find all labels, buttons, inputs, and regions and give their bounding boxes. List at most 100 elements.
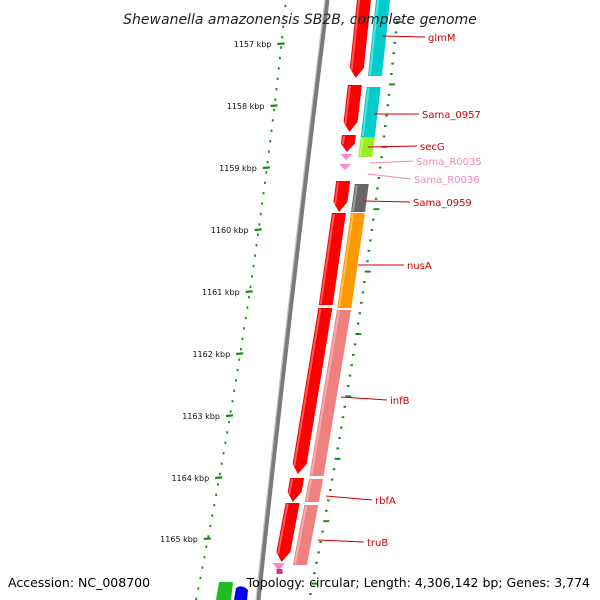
leader-line-rbfa	[325, 495, 373, 501]
cog-track	[216, 0, 390, 600]
ruler-tick-label: 1161 kbp	[202, 288, 240, 297]
ruler-dot	[209, 524, 212, 528]
ruler-dot	[217, 483, 219, 486]
ruler-dot	[235, 379, 237, 382]
ruler-dot	[203, 556, 206, 559]
ruler-dot	[273, 108, 275, 112]
ruler-dot	[211, 514, 214, 517]
ruler-dot	[270, 129, 273, 132]
ruler-dot	[262, 192, 265, 195]
ruler-dot	[246, 306, 249, 309]
ruler-dot	[251, 275, 253, 278]
ruler-tick	[277, 42, 285, 46]
rna-marker-2	[338, 164, 351, 170]
ruler-dot	[280, 46, 282, 49]
ruler-tick	[225, 414, 234, 418]
ruler-dot	[266, 160, 269, 164]
ruler-dot	[244, 316, 247, 320]
rbfA-cds	[287, 478, 305, 502]
ruler-dot	[228, 420, 230, 424]
gene-label-trub: truB	[367, 538, 388, 549]
ruler-dot	[213, 504, 216, 507]
ruler-dot	[249, 285, 252, 288]
ruler-dot	[255, 244, 258, 247]
ruler-dot	[233, 389, 236, 392]
ruler-tick-label: 1157 kbp	[234, 40, 272, 49]
ruler-dot	[238, 358, 241, 361]
cog-nusA-shine	[338, 213, 354, 308]
ruler-dot	[269, 140, 272, 143]
ruler-dot	[236, 368, 239, 372]
ruler-dot	[248, 296, 250, 299]
nusA-cds-shine	[319, 213, 335, 305]
ruler-tick	[270, 104, 278, 108]
gene-label-sama_0959: Sama_0959	[413, 198, 472, 209]
ruler-dot	[259, 212, 262, 216]
rna-marker-1	[340, 154, 353, 160]
ruler-tick-label: 1163 kbp	[182, 412, 220, 421]
glmM-cds-shine	[350, 0, 361, 71]
rna-marker-4	[276, 569, 283, 574]
nusA-cds	[318, 213, 346, 305]
ruler-dot	[215, 493, 218, 496]
ruler-dot	[241, 337, 244, 340]
ruler-dot	[252, 264, 255, 268]
sama0959-cds	[333, 181, 351, 212]
ruler-tick	[254, 228, 262, 232]
sama0957-cds-shine	[344, 85, 351, 125]
cog-bottom-green	[216, 582, 233, 600]
cog-infB	[309, 310, 351, 476]
cog-secG-shine	[359, 137, 364, 157]
sama0957-cds	[343, 85, 362, 132]
cog-sama0959-shine	[352, 184, 358, 212]
ruler-tick	[236, 352, 244, 356]
cog-rbfA-shine	[305, 479, 312, 502]
ruler-dot	[240, 348, 242, 351]
ruler-dot	[229, 410, 232, 413]
ruler-dot	[257, 233, 259, 236]
ruler-dot	[279, 56, 281, 60]
ruler-tick	[215, 476, 223, 480]
cog-bottom-blue	[234, 586, 248, 600]
kbp-ruler: 1157 kbp 1158 kbp 1159 kbp 1160 kbp 1161 kbp…	[160, 4, 402, 600]
ruler-dot	[275, 88, 278, 91]
gene-label-nusa: nusA	[407, 261, 432, 272]
leader-line-secg	[367, 145, 418, 148]
ruler-dot	[276, 77, 279, 80]
ruler-dot	[254, 254, 256, 257]
ruler-dot	[199, 576, 202, 580]
ruler-dot	[243, 327, 246, 330]
ruler-dot	[284, 4, 287, 8]
leader-line-sama_0959	[363, 200, 411, 203]
infB-cds-shine	[293, 308, 322, 467]
genome-backbone-highlight	[255, 0, 326, 600]
ruler-dot	[224, 441, 227, 444]
ruler-dot	[265, 171, 268, 174]
truB-cds	[276, 503, 300, 562]
ruler-dot	[222, 452, 225, 455]
ruler-dot	[207, 535, 210, 538]
ruler-dot	[274, 98, 277, 101]
rna-marker-3	[272, 563, 285, 571]
accession-label: Accession: NC_008700	[8, 575, 150, 590]
rbfA-cds-shine	[288, 478, 294, 495]
gene-label-sama_0957: Sama_0957	[422, 110, 481, 121]
ruler-dot	[281, 36, 284, 39]
ruler-dot	[201, 566, 204, 569]
cog-sama0957-shine	[361, 87, 370, 137]
leader-line-sama_r0035	[369, 160, 414, 164]
cog-sama0957	[360, 87, 381, 137]
ruler-tick-label: 1162 kbp	[192, 350, 230, 359]
cog-glmM	[367, 0, 390, 76]
map-title: Shewanella amazonensis SB2B, complete ge…	[123, 12, 477, 28]
cog-rbfA	[304, 479, 323, 502]
leader-line-trub	[317, 539, 365, 543]
gene-label-rbfa: rbfA	[375, 496, 396, 507]
ruler-tick-label: 1160 kbp	[211, 226, 249, 235]
leader-line-infb	[340, 396, 388, 401]
ruler-dot	[197, 587, 200, 590]
ruler-dot	[231, 400, 234, 403]
ruler-dot	[268, 150, 270, 153]
ruler-dot	[226, 431, 229, 434]
ruler-tick-label: 1164 kbp	[171, 474, 209, 483]
